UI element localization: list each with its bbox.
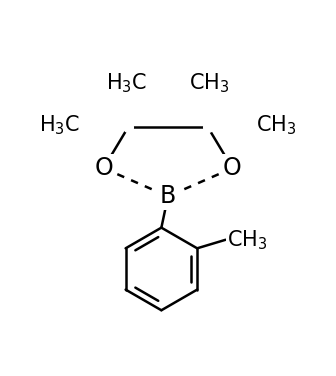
Text: $\mathsf{CH_3}$: $\mathsf{CH_3}$ [227, 228, 268, 252]
Text: B: B [160, 184, 176, 208]
Text: $\mathsf{H_3C}$: $\mathsf{H_3C}$ [39, 114, 80, 137]
Text: O: O [94, 156, 113, 180]
Text: O: O [223, 156, 242, 180]
Text: $\mathsf{CH_3}$: $\mathsf{CH_3}$ [256, 114, 296, 137]
Text: $\mathsf{H_3C}$: $\mathsf{H_3C}$ [106, 72, 147, 96]
Text: $\mathsf{CH_3}$: $\mathsf{CH_3}$ [189, 72, 229, 96]
